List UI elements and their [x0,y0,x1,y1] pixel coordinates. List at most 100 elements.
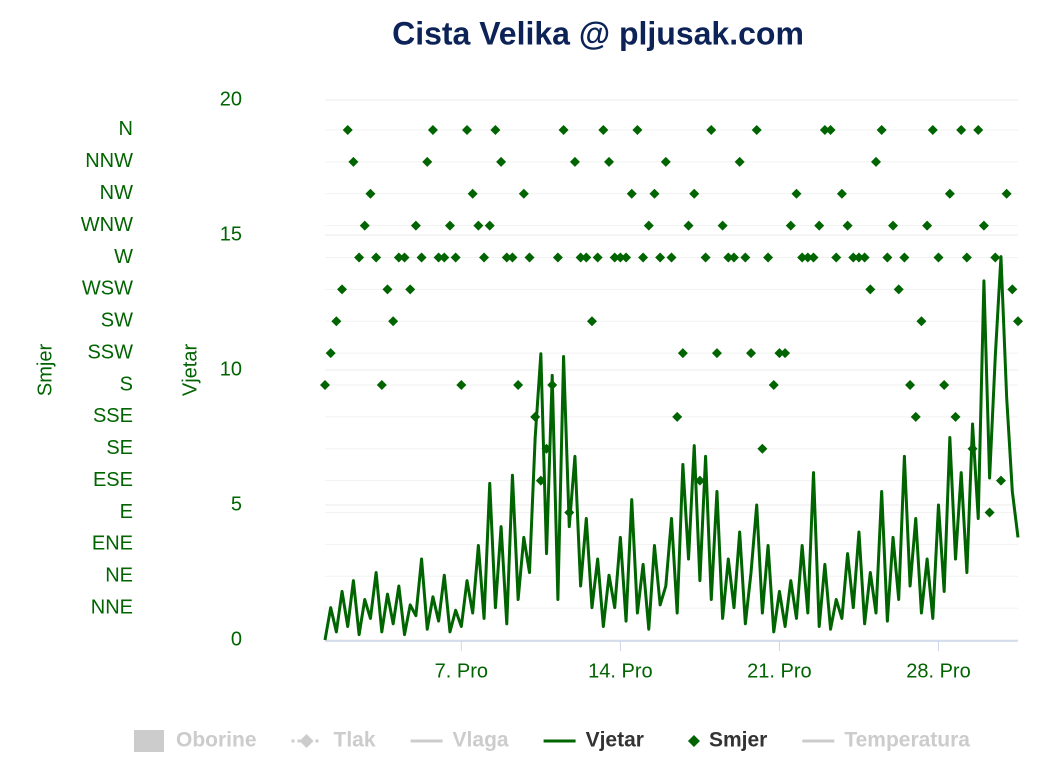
direction-point [836,188,847,199]
y2-tick-label: NNE [91,596,133,618]
direction-point [615,252,626,263]
direction-point [746,348,757,359]
direction-point [797,252,808,263]
direction-point [507,252,518,263]
direction-point [774,348,785,359]
y-axis-title: Vjetar [179,344,201,397]
direction-point [978,220,989,231]
direction-point [433,252,444,263]
direction-point [791,188,802,199]
x-tick-label: 14. Pro [588,660,652,682]
direction-point [626,188,637,199]
direction-point [950,411,961,422]
direction-point [490,124,501,135]
x-tick-label: 7. Pro [435,660,488,682]
direction-point [399,252,410,263]
chart-title: Cista Velika @ pljusak.com [392,15,804,51]
direction-point [973,124,984,135]
y2-tick-label: WSW [82,278,133,300]
direction-point [967,443,978,454]
y2-tick-label: S [120,373,133,395]
direction-point [740,252,751,263]
direction-point [535,475,546,486]
direction-point [467,188,478,199]
direction-point [683,220,694,231]
direction-point [558,124,569,135]
y2-tick-label: N [119,118,133,140]
direction-point [711,348,722,359]
direction-point [569,156,580,167]
direction-point [882,252,893,263]
direction-point [660,156,671,167]
direction-point [672,411,683,422]
legend-label: Vjetar [586,729,644,752]
y2-tick-label: W [114,246,133,268]
legend-label: Oborine [176,729,257,752]
direction-point [751,124,762,135]
direction-point [450,252,461,263]
direction-point [331,316,342,327]
direction-point [984,507,995,518]
direction-point [541,443,552,454]
direction-point [439,252,450,263]
y2-axis-title: Smjer [34,344,56,397]
direction-point [876,124,887,135]
y2-tick-label: NW [100,182,133,204]
direction-point [376,379,387,390]
direction-point [354,252,365,263]
legend-item: Tlak [291,729,376,752]
direction-point [916,316,927,327]
wind-line [323,255,1020,641]
direction-point [513,379,524,390]
y-tick-label: 20 [220,88,242,110]
legend-item: Temperatura [802,729,970,752]
direction-point [643,220,654,231]
direction-point [1001,188,1012,199]
direction-point [842,220,853,231]
direction-point [814,220,825,231]
direction-point [632,124,643,135]
direction-point [763,252,774,263]
y2-tick-label: WNW [81,214,133,236]
direction-point [893,284,904,295]
direction-point [888,220,899,231]
direction-point [677,348,688,359]
direction-point [575,252,586,263]
legend-symbol [134,730,164,752]
direction-point [927,124,938,135]
direction-point [922,220,933,231]
y2-tick-label: NNW [85,150,133,172]
direction-point [393,252,404,263]
direction-point [609,252,620,263]
direction-point [604,156,615,167]
direction-point [405,284,416,295]
direction-point [831,252,842,263]
direction-point [728,252,739,263]
direction-point [768,379,779,390]
legend-label: Tlak [334,729,376,752]
direction-point [365,188,376,199]
y2-tick-label: ESE [93,469,133,491]
direction-point [1013,316,1023,327]
direction-point [621,252,632,263]
y-tick-label: 15 [220,223,242,245]
direction-point [899,252,910,263]
y-tick-label: 5 [231,493,242,515]
direction-point [853,252,864,263]
y2-tick-label: SSW [87,341,133,363]
legend-label: Temperatura [844,729,970,752]
direction-point [416,252,427,263]
direction-point [348,156,359,167]
direction-point [859,252,870,263]
direction-point [785,220,796,231]
direction-point [734,156,745,167]
y2-tick-label: ENE [92,533,133,555]
direction-point [473,220,484,231]
direction-point [848,252,859,263]
direction-point [530,411,541,422]
direction-point [700,252,711,263]
direction-point [956,124,967,135]
direction-point [933,252,944,263]
direction-point [359,220,370,231]
